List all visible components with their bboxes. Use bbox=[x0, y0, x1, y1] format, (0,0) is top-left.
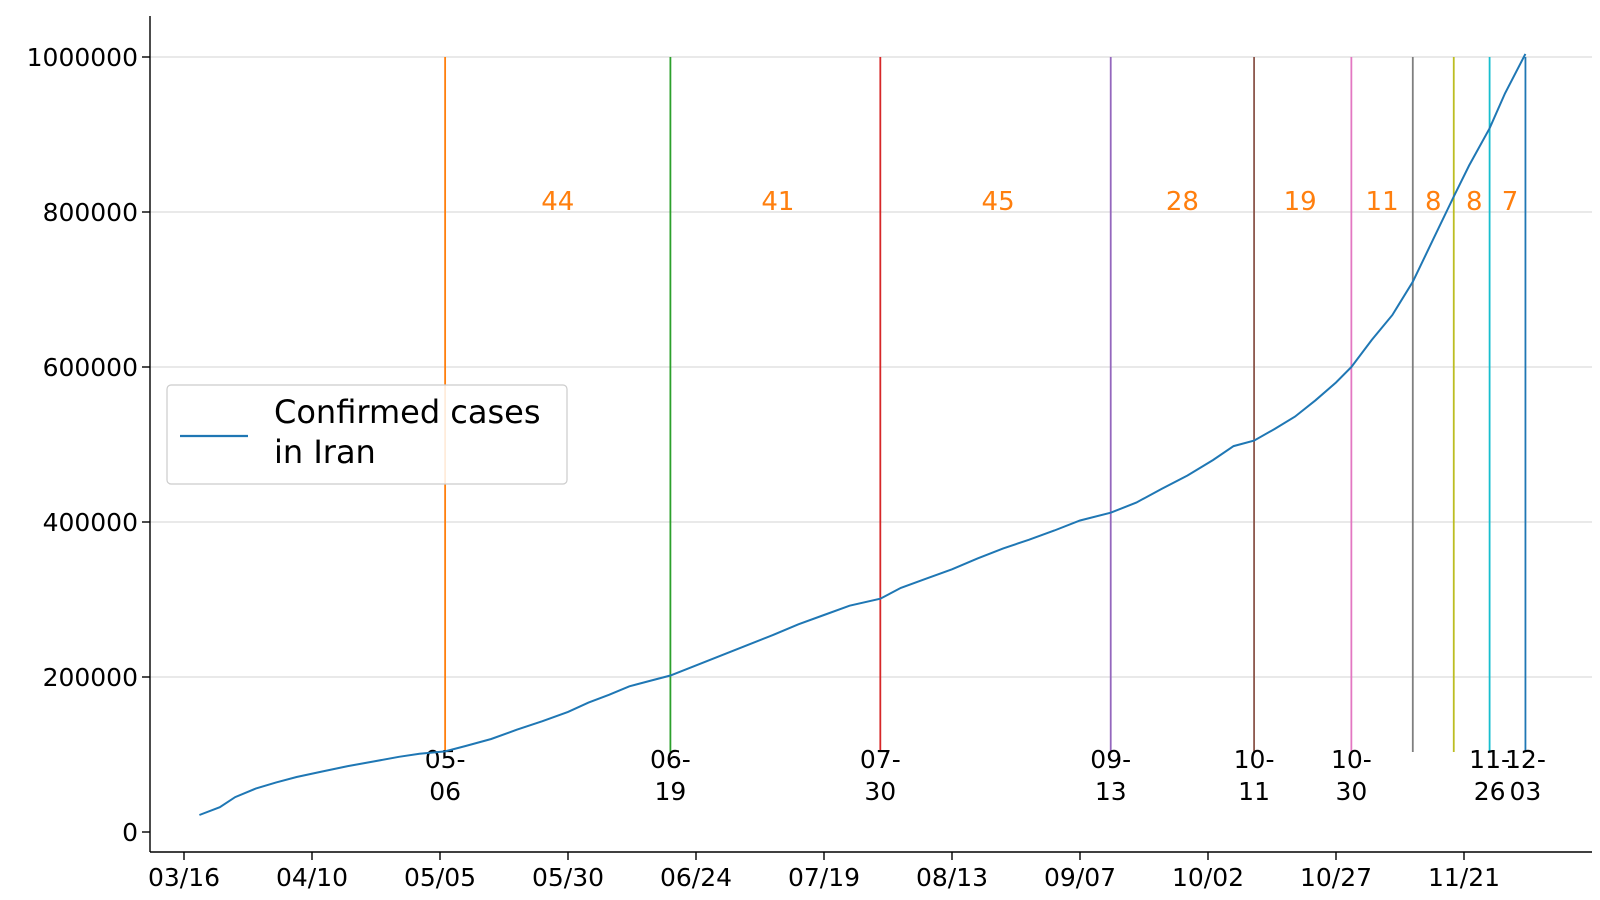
milestone-date-label-top: 07- bbox=[860, 745, 901, 774]
milestone-date-label-bottom: 26 bbox=[1474, 777, 1506, 806]
interval-days-label: 7 bbox=[1502, 187, 1519, 217]
interval-label-layer: 44 41 45 28 19 11 8 8 7 bbox=[541, 187, 1518, 217]
x-tick-label: 07/19 bbox=[788, 863, 860, 892]
x-tick-label: 06/24 bbox=[660, 863, 732, 892]
milestone-date-label-top: 09- bbox=[1090, 745, 1131, 774]
x-tick-label: 09/07 bbox=[1044, 863, 1116, 892]
milestone-date-label-bottom: 11 bbox=[1238, 777, 1270, 806]
x-tick-label: 03/16 bbox=[148, 863, 220, 892]
x-tick-label: 10/27 bbox=[1300, 863, 1372, 892]
milestone-date-label-bottom: 13 bbox=[1095, 777, 1127, 806]
x-tick-layer: 03/16 04/10 05/05 05/30 06/24 07/19 08/13 09/07… bbox=[148, 852, 1500, 892]
x-tick-label: 08/13 bbox=[916, 863, 988, 892]
milestone-date-label-top: 11- bbox=[1469, 745, 1510, 774]
milestone-date-label-top: 12- bbox=[1505, 745, 1546, 774]
x-tick-label: 11/21 bbox=[1428, 863, 1500, 892]
y-tick-layer: 0 200000 400000 600000 800000 1000000 bbox=[27, 43, 150, 847]
grid-layer bbox=[150, 56, 1592, 678]
milestone-date-label-bottom: 30 bbox=[864, 777, 896, 806]
y-tick-label: 200000 bbox=[43, 663, 138, 692]
milestone-date-label-bottom: 03 bbox=[1510, 777, 1542, 806]
axes-layer bbox=[149, 16, 1592, 853]
milestone-date-label-bottom: 06 bbox=[429, 777, 461, 806]
y-tick-label: 400000 bbox=[43, 508, 138, 537]
x-tick-label: 10/02 bbox=[1172, 863, 1244, 892]
interval-days-label: 45 bbox=[982, 187, 1015, 217]
milestone-date-label-top: 10- bbox=[1331, 745, 1372, 774]
milestone-date-label-bottom: 30 bbox=[1335, 777, 1367, 806]
interval-days-label: 19 bbox=[1284, 187, 1317, 217]
legend-label-line-2: in Iran bbox=[274, 433, 376, 471]
interval-days-label: 44 bbox=[541, 187, 574, 217]
x-tick-label: 05/30 bbox=[532, 863, 604, 892]
interval-days-label: 41 bbox=[761, 187, 794, 217]
milestone-date-label-top: 06- bbox=[650, 745, 691, 774]
series-layer bbox=[199, 53, 1527, 816]
milestone-date-label-top: 05- bbox=[425, 745, 466, 774]
interval-days-label: 11 bbox=[1366, 187, 1399, 217]
y-tick-label: 600000 bbox=[43, 353, 138, 382]
x-tick-label: 04/10 bbox=[276, 863, 348, 892]
y-tick-label: 0 bbox=[122, 818, 138, 847]
legend: Confirmed cases in Iran bbox=[166, 384, 568, 485]
milestone-date-label-top: 10- bbox=[1234, 745, 1275, 774]
milestone-date-label-bottom: 19 bbox=[654, 777, 686, 806]
x-tick-label: 05/05 bbox=[404, 863, 476, 892]
legend-box bbox=[166, 384, 568, 485]
y-tick-label: 800000 bbox=[43, 198, 138, 227]
y-tick-label: 1000000 bbox=[27, 43, 138, 72]
interval-days-label: 8 bbox=[1466, 187, 1483, 217]
series-line-confirmed-cases bbox=[199, 53, 1527, 816]
legend-label-line-1: Confirmed cases bbox=[274, 393, 541, 431]
interval-days-label: 28 bbox=[1166, 187, 1199, 217]
interval-days-label: 8 bbox=[1425, 187, 1442, 217]
milestone-layer: 05- 06 06- 19 07- 30 09- 13 10- 11 10- 30 11- 26 12- 03 bbox=[425, 57, 1546, 806]
